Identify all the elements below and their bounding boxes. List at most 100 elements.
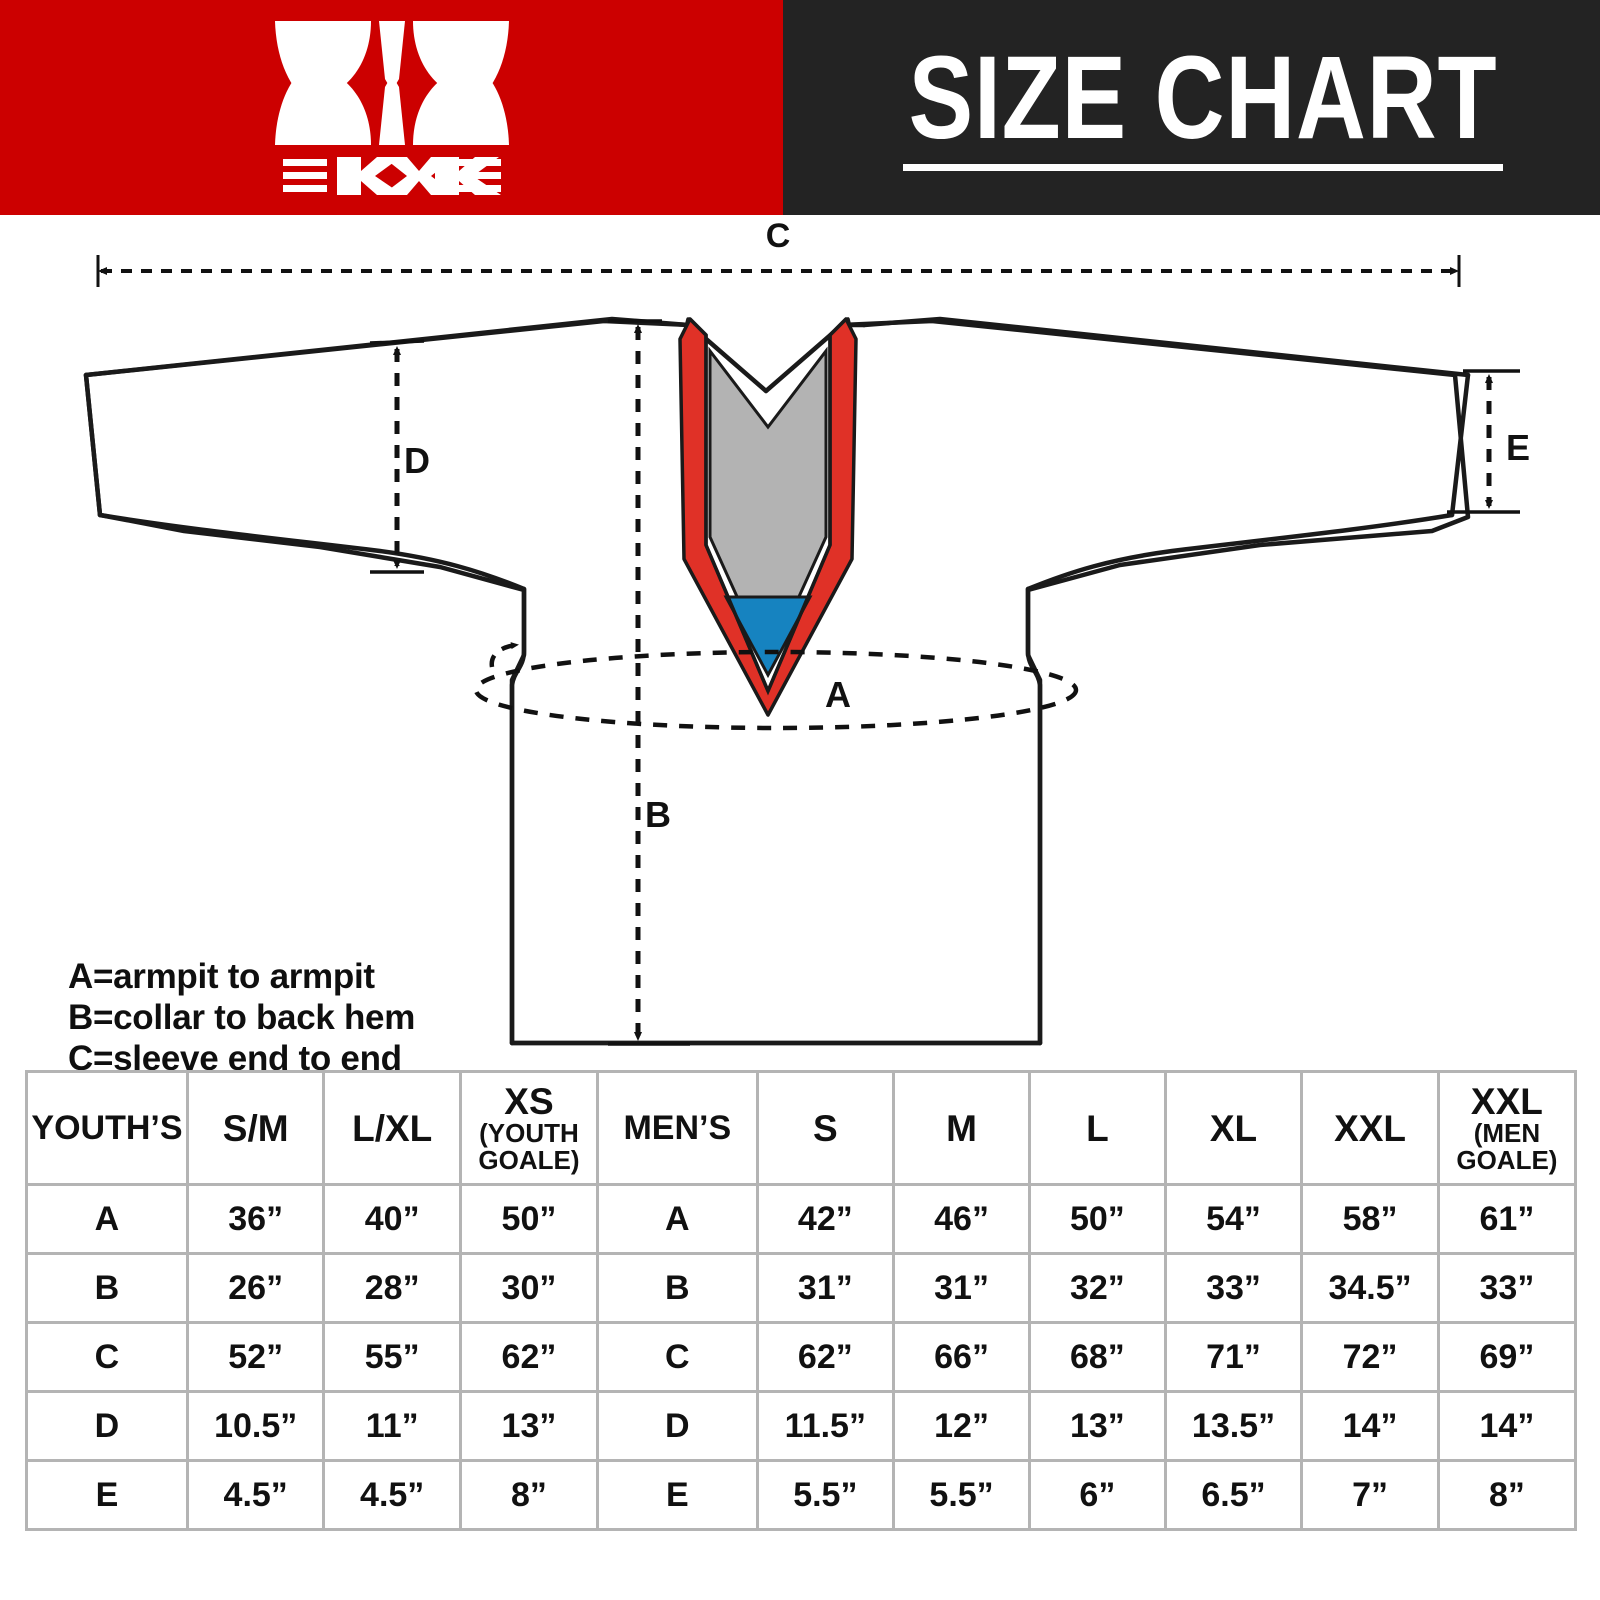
mens-size-header-2: L: [1031, 1073, 1164, 1183]
size-label: XL: [1209, 1107, 1258, 1149]
mens-cell-C-0: 62”: [758, 1324, 893, 1390]
size-label: S/M: [222, 1107, 289, 1149]
mens-cell-A-3: 54”: [1166, 1186, 1301, 1252]
size-label: L: [1086, 1107, 1109, 1149]
title-panel: SIZE CHART: [783, 0, 1600, 215]
mens-measure-key-C: C: [599, 1324, 756, 1390]
mens-size-header-5: XXL (MEN GOALE): [1439, 1073, 1574, 1183]
mens-cell-C-1: 66”: [895, 1324, 1029, 1390]
mens-cell-A-0: 42”: [758, 1186, 893, 1252]
youth-size-header-0: S/M: [188, 1073, 323, 1183]
jersey-diagram: C: [0, 215, 1600, 1160]
kxk-butterfly-logo-icon: [267, 13, 517, 203]
youth-size-header-2: XS (YOUTH GOALE): [461, 1073, 596, 1183]
table-row: B 26” 28” 30” B 31” 31” 32” 33” 34.5” 33”: [28, 1255, 1574, 1321]
mens-size-header-3: XL: [1166, 1073, 1301, 1183]
mens-cell-D-5: 14”: [1439, 1393, 1574, 1459]
mens-measure-key-A: A: [599, 1186, 756, 1252]
size-table-container: YOUTH’S S/M L/XL XS (YOUTH GOALE) MEN’S S M L XL X…: [25, 1070, 1577, 1531]
youth-cell-E-0: 4.5”: [188, 1462, 323, 1528]
youth-section-header: YOUTH’S: [28, 1073, 186, 1183]
table-row: A 36” 40” 50” A 42” 46” 50” 54” 58” 61”: [28, 1186, 1574, 1252]
svg-text:B: B: [645, 794, 671, 835]
youth-cell-D-2: 13”: [461, 1393, 596, 1459]
youth-cell-C-1: 55”: [325, 1324, 459, 1390]
youth-measure-key-B: B: [28, 1255, 186, 1321]
size-label: XS: [504, 1080, 554, 1122]
mens-size-header-0: S: [758, 1073, 893, 1183]
youth-cell-E-1: 4.5”: [325, 1462, 459, 1528]
youth-measure-key-D: D: [28, 1393, 186, 1459]
mens-size-header-1: M: [895, 1073, 1029, 1183]
svg-text:C: C: [766, 217, 791, 255]
mens-cell-C-5: 69”: [1439, 1324, 1574, 1390]
size-sublabel: (YOUTH GOALE): [478, 1117, 580, 1175]
youth-cell-A-0: 36”: [188, 1186, 323, 1252]
youth-cell-A-2: 50”: [461, 1186, 596, 1252]
page-header: SIZE CHART: [0, 0, 1600, 215]
table-row: D 10.5” 11” 13” D 11.5” 12” 13” 13.5” 14” 14”: [28, 1393, 1574, 1459]
mens-cell-A-2: 50”: [1031, 1186, 1164, 1252]
youth-measure-key-A: A: [28, 1186, 186, 1252]
size-label: S: [812, 1107, 838, 1149]
mens-cell-A-5: 61”: [1439, 1186, 1574, 1252]
youth-cell-D-1: 11”: [325, 1393, 459, 1459]
youth-cell-B-2: 30”: [461, 1255, 596, 1321]
title-underline: [902, 164, 1503, 172]
dimension-a: A: [473, 642, 1079, 731]
mens-cell-B-4: 34.5”: [1303, 1255, 1437, 1321]
size-label: XXL: [1470, 1080, 1543, 1122]
legend-line-a: A=armpit to armpit: [68, 957, 375, 996]
dimension-d: D: [369, 339, 430, 574]
svg-text:E: E: [1506, 427, 1530, 468]
mens-cell-E-3: 6.5”: [1166, 1462, 1301, 1528]
dimension-e: E: [1447, 369, 1530, 514]
youth-cell-B-0: 26”: [188, 1255, 323, 1321]
mens-cell-D-0: 11.5”: [758, 1393, 893, 1459]
table-row: E 4.5” 4.5” 8” E 5.5” 5.5” 6” 6.5” 7” 8”: [28, 1462, 1574, 1528]
youth-measure-key-E: E: [28, 1462, 186, 1528]
brand-panel: [0, 0, 783, 215]
mens-cell-D-4: 14”: [1303, 1393, 1437, 1459]
mens-cell-E-2: 6”: [1031, 1462, 1164, 1528]
youth-size-header-1: L/XL: [325, 1073, 459, 1183]
youth-measure-key-C: C: [28, 1324, 186, 1390]
youth-cell-E-2: 8”: [461, 1462, 596, 1528]
mens-cell-B-0: 31”: [758, 1255, 893, 1321]
mens-size-header-4: XXL: [1303, 1073, 1437, 1183]
youth-cell-C-0: 52”: [188, 1324, 323, 1390]
mens-cell-D-2: 13”: [1031, 1393, 1164, 1459]
mens-section-header: MEN’S: [599, 1073, 756, 1183]
mens-cell-D-3: 13.5”: [1166, 1393, 1301, 1459]
size-chart-table: YOUTH’S S/M L/XL XS (YOUTH GOALE) MEN’S S M L XL X…: [25, 1070, 1577, 1531]
mens-cell-A-1: 46”: [895, 1186, 1029, 1252]
mens-cell-B-1: 31”: [895, 1255, 1029, 1321]
mens-measure-key-D: D: [599, 1393, 756, 1459]
jersey-collar: [678, 317, 858, 717]
size-label: M: [946, 1107, 977, 1149]
mens-cell-B-5: 33”: [1439, 1255, 1574, 1321]
mens-cell-E-0: 5.5”: [758, 1462, 893, 1528]
mens-cell-B-2: 32”: [1031, 1255, 1164, 1321]
mens-cell-E-4: 7”: [1303, 1462, 1437, 1528]
mens-cell-D-1: 12”: [895, 1393, 1029, 1459]
svg-text:D: D: [404, 440, 430, 481]
mens-cell-E-1: 5.5”: [895, 1462, 1029, 1528]
legend-line-b: B=collar to back hem: [68, 997, 416, 1037]
mens-cell-C-2: 68”: [1031, 1324, 1164, 1390]
mens-measure-key-E: E: [599, 1462, 756, 1528]
youth-cell-A-1: 40”: [325, 1186, 459, 1252]
page-title: SIZE CHART: [908, 31, 1497, 164]
svg-text:A: A: [825, 674, 851, 715]
mens-cell-C-3: 71”: [1166, 1324, 1301, 1390]
youth-cell-C-2: 62”: [461, 1324, 596, 1390]
size-label: L/XL: [352, 1107, 433, 1149]
size-label: XXL: [1334, 1107, 1407, 1149]
youth-cell-B-1: 28”: [325, 1255, 459, 1321]
mens-cell-C-4: 72”: [1303, 1324, 1437, 1390]
youth-cell-D-0: 10.5”: [188, 1393, 323, 1459]
mens-measure-key-B: B: [599, 1255, 756, 1321]
mens-cell-B-3: 33”: [1166, 1255, 1301, 1321]
dimension-c: C: [96, 217, 1461, 287]
table-row: C 52” 55” 62” C 62” 66” 68” 71” 72” 69”: [28, 1324, 1574, 1390]
